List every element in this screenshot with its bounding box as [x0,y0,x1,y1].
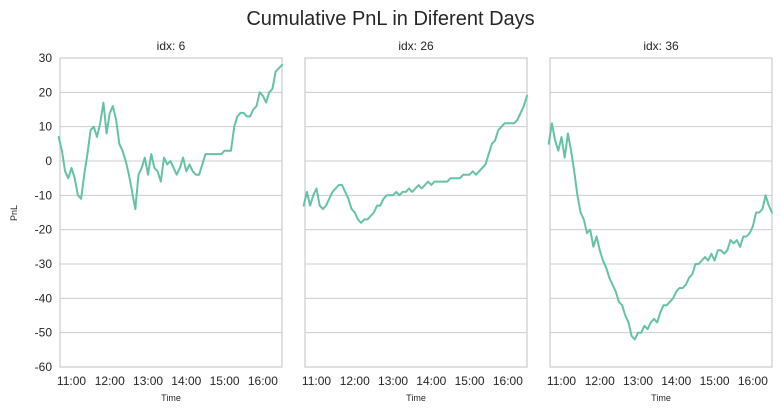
x-tick-label: 14:00 [171,374,201,388]
subplot-title: idx: 6 [157,39,186,53]
x-tick-label: 12:00 [95,374,125,388]
y-tick-label: -20 [35,223,53,237]
subplot-1: -60 -50 -40 -30 -20 -10 0 10 20 30 idx: 6 11:00 12:0… [35,39,283,403]
x-tick-label: 15:00 [700,374,730,388]
x-tick-label: 13:00 [133,374,163,388]
x-tick-label: 13:00 [378,374,408,388]
x-tick-label: 16:00 [738,374,768,388]
x-axis-label: Time [161,393,181,403]
x-tick-label: 15:00 [455,374,485,388]
plot-area [549,57,773,368]
x-tick-label: 11:00 [57,374,86,388]
y-tick-label: -60 [35,360,53,374]
x-tick-label: 16:00 [248,374,278,388]
x-axis-label: Time [406,393,426,403]
pnl-line [302,94,528,224]
subplot-2: idx: 26 11:00 12:00 13:00 14:00 15:00 16:00 Tim… [302,39,528,403]
y-tick-label: -40 [35,291,53,305]
y-tick-label: 20 [39,85,53,99]
y-tick-label: 30 [39,51,53,65]
x-tick-label: 16:00 [493,374,523,388]
y-tick-label: -30 [35,257,53,271]
subplot-title: idx: 36 [643,39,679,53]
plot-area [304,57,528,368]
y-tick-label: 0 [45,154,52,168]
chart-title: Cumulative PnL in Diferent Days [246,8,534,30]
pnl-line [57,63,283,211]
y-tick-label: -50 [35,326,53,340]
x-tick-label: 11:00 [302,374,331,388]
x-tick-label: 12:00 [340,374,370,388]
x-tick-label: 14:00 [661,374,691,388]
y-axis-label: PnL [9,205,19,221]
subplot-title: idx: 26 [398,39,434,53]
plot-area [59,57,283,368]
x-tick-label: 11:00 [547,374,576,388]
x-tick-label: 12:00 [585,374,615,388]
x-tick-label: 13:00 [623,374,653,388]
y-tick-label: -10 [35,188,53,202]
pnl-line [547,122,773,341]
y-tick-label: 10 [39,120,53,134]
x-tick-label: 14:00 [416,374,446,388]
x-tick-label: 15:00 [210,374,240,388]
subplot-3: idx: 36 11:00 12:00 13:00 14:00 15:00 16:00 Tim… [547,39,773,403]
x-axis-label: Time [651,393,671,403]
